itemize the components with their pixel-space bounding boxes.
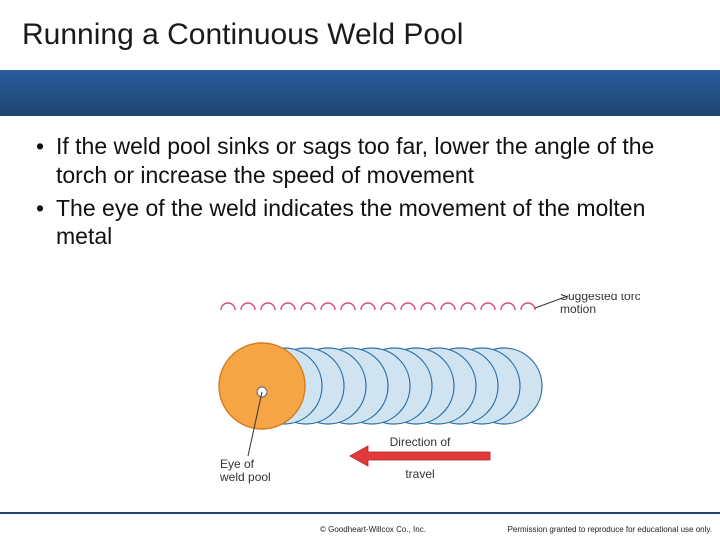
- copyright-text: © Goodheart-Willcox Co., Inc.: [320, 525, 426, 534]
- header-blue-bar: [0, 70, 720, 116]
- permission-text: Permission granted to reproduce for educ…: [508, 525, 712, 534]
- footer-divider: [0, 512, 720, 514]
- direction-arrow: [350, 446, 490, 466]
- label-eye: Eye ofweld pool: [219, 457, 271, 484]
- bullet-item: If the weld pool sinks or sags too far, …: [36, 132, 684, 190]
- weld-diagram: Suggested torchmotion Eye ofweld pool Di…: [160, 294, 640, 494]
- bullet-item: The eye of the weld indicates the moveme…: [36, 194, 684, 252]
- slide-title: Running a Continuous Weld Pool: [0, 0, 720, 52]
- weld-pool-circles: [219, 343, 542, 429]
- slide-header: Running a Continuous Weld Pool: [0, 0, 720, 94]
- bullet-list: If the weld pool sinks or sags too far, …: [36, 132, 684, 251]
- label-direction-top: Direction of: [390, 435, 451, 449]
- torch-motion-coil: [221, 303, 535, 310]
- label-direction-bottom: travel: [405, 467, 434, 481]
- content-area: If the weld pool sinks or sags too far, …: [0, 132, 720, 255]
- label-torch-motion: Suggested torchmotion: [560, 294, 640, 316]
